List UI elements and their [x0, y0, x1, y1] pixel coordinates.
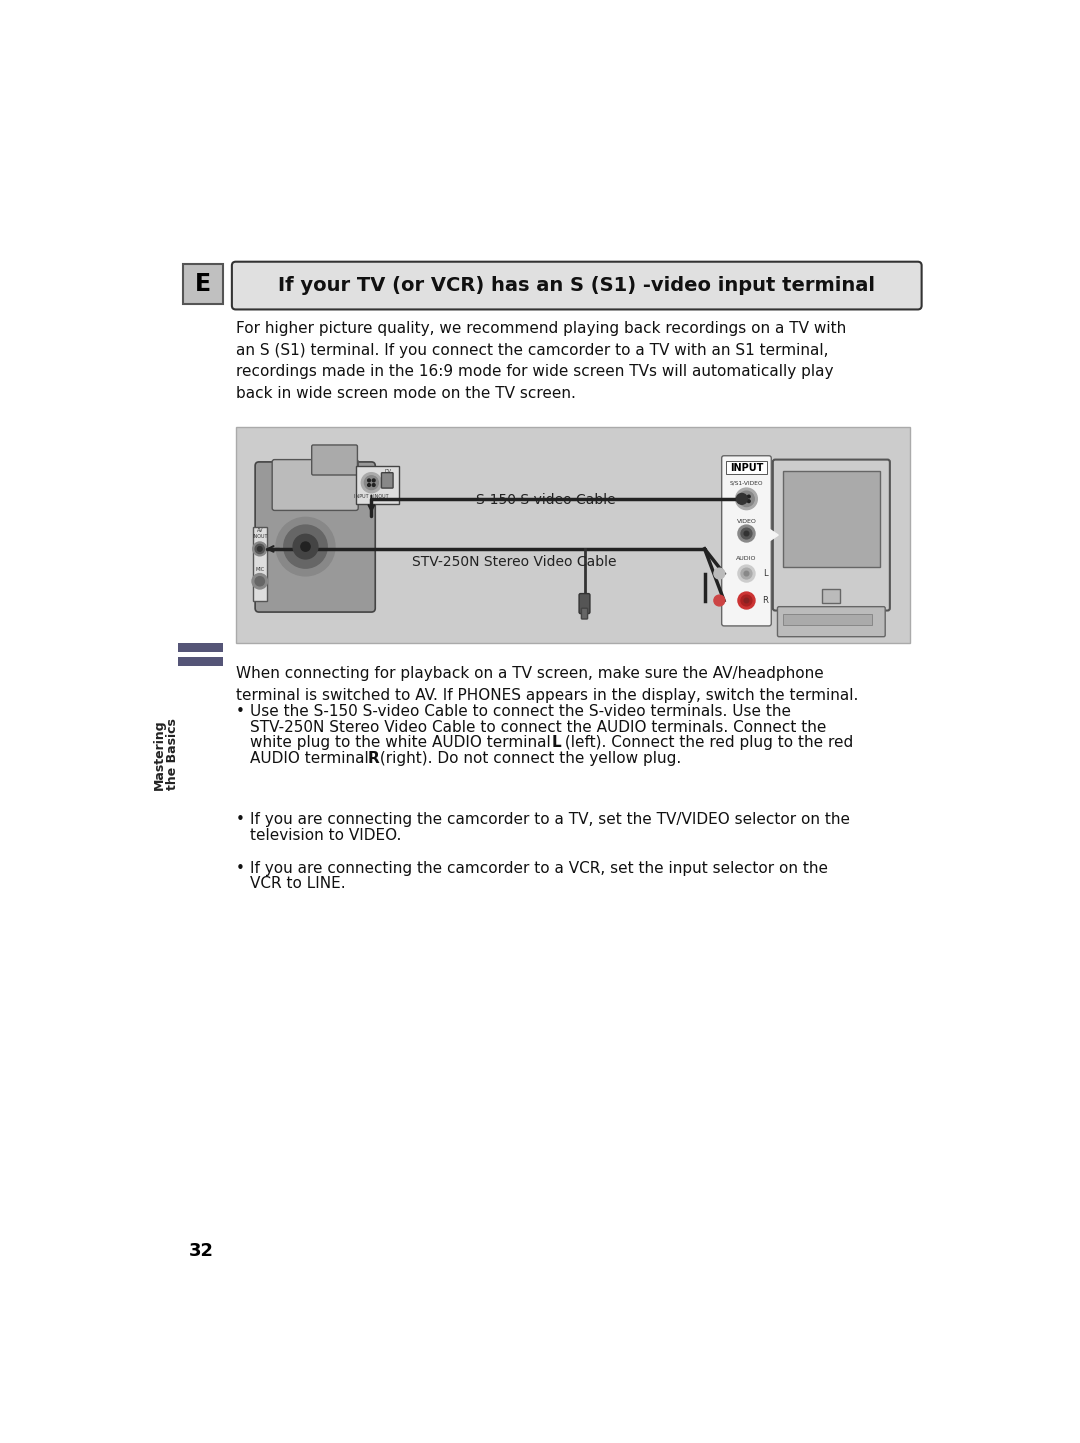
Circle shape [743, 499, 745, 502]
Text: For higher picture quality, we recommend playing back recordings on a TV with
an: For higher picture quality, we recommend… [235, 320, 846, 401]
Circle shape [744, 571, 748, 576]
Text: R: R [762, 596, 768, 605]
Circle shape [255, 544, 265, 554]
Circle shape [741, 528, 752, 538]
Circle shape [714, 569, 725, 579]
Text: •: • [235, 704, 245, 720]
Circle shape [257, 547, 262, 551]
Circle shape [252, 573, 268, 589]
Circle shape [744, 599, 748, 603]
Circle shape [373, 479, 375, 482]
Circle shape [367, 479, 370, 482]
FancyBboxPatch shape [727, 462, 767, 475]
Text: E: E [195, 273, 212, 296]
FancyBboxPatch shape [232, 261, 921, 309]
Circle shape [738, 566, 755, 582]
Circle shape [741, 595, 752, 606]
Circle shape [276, 518, 335, 576]
Circle shape [253, 543, 267, 556]
Circle shape [362, 473, 381, 492]
FancyBboxPatch shape [778, 606, 886, 636]
Circle shape [738, 592, 755, 609]
Text: If your TV (or VCR) has an S (S1) -video input terminal: If your TV (or VCR) has an S (S1) -video… [279, 276, 875, 294]
Circle shape [741, 569, 752, 579]
Bar [183, 264, 224, 304]
Text: AUDIO terminal: AUDIO terminal [249, 750, 374, 766]
Text: 32: 32 [189, 1242, 214, 1260]
Text: S/S1-VIDEO: S/S1-VIDEO [730, 481, 764, 486]
Circle shape [737, 494, 747, 504]
Text: MIC: MIC [255, 567, 265, 573]
FancyBboxPatch shape [381, 473, 393, 488]
Text: VCR to LINE.: VCR to LINE. [249, 876, 346, 892]
Text: STV-250N Stereo Video Cable: STV-250N Stereo Video Cable [413, 556, 617, 569]
Text: If you are connecting the camcorder to a TV, set the TV/VIDEO selector on the: If you are connecting the camcorder to a… [249, 812, 850, 827]
FancyBboxPatch shape [581, 608, 588, 619]
FancyBboxPatch shape [253, 527, 267, 600]
Text: L: L [762, 569, 768, 579]
Circle shape [364, 476, 378, 489]
Text: VIDEO: VIDEO [737, 518, 756, 524]
Circle shape [747, 499, 751, 502]
Circle shape [714, 595, 725, 606]
FancyBboxPatch shape [822, 589, 840, 603]
Circle shape [744, 531, 748, 535]
FancyBboxPatch shape [721, 456, 771, 626]
Text: Use the S-150 S-video Cable to connect the S-video terminals. Use the: Use the S-150 S-video Cable to connect t… [249, 704, 791, 720]
FancyBboxPatch shape [356, 466, 399, 504]
Text: DV: DV [384, 469, 391, 473]
FancyBboxPatch shape [773, 460, 890, 610]
Circle shape [735, 488, 757, 509]
FancyBboxPatch shape [255, 462, 375, 612]
Text: If you are connecting the camcorder to a VCR, set the input selector on the: If you are connecting the camcorder to a… [249, 861, 827, 876]
Text: AUDIO: AUDIO [737, 556, 757, 561]
Text: •: • [235, 812, 245, 827]
Bar [178, 657, 222, 667]
Text: S-150 S-video Cable: S-150 S-video Cable [476, 494, 616, 508]
Circle shape [739, 491, 754, 506]
Text: television to VIDEO.: television to VIDEO. [249, 828, 401, 843]
Circle shape [373, 483, 375, 486]
Text: (left). Connect the red plug to the red: (left). Connect the red plug to the red [559, 736, 853, 750]
Text: white plug to the white AUDIO terminal: white plug to the white AUDIO terminal [249, 736, 555, 750]
Polygon shape [769, 530, 779, 541]
Text: •: • [235, 861, 245, 876]
Circle shape [255, 577, 265, 586]
Text: Mastering: Mastering [153, 719, 166, 789]
FancyBboxPatch shape [783, 472, 880, 567]
Circle shape [293, 534, 318, 558]
FancyBboxPatch shape [312, 444, 357, 475]
Bar [235, 427, 910, 644]
Circle shape [738, 525, 755, 543]
Circle shape [747, 495, 751, 498]
FancyBboxPatch shape [272, 460, 359, 511]
Bar [178, 644, 222, 652]
Circle shape [367, 483, 370, 486]
Text: STV-250N Stereo Video Cable to connect the AUDIO terminals. Connect the: STV-250N Stereo Video Cable to connect t… [249, 720, 826, 734]
Text: L: L [552, 736, 562, 750]
Text: the Basics: the Basics [165, 719, 178, 791]
Circle shape [284, 525, 327, 569]
FancyBboxPatch shape [579, 593, 590, 613]
Text: AV
INOUT: AV INOUT [252, 528, 268, 538]
Text: INPUT: INPUT [730, 463, 764, 473]
Circle shape [301, 543, 310, 551]
Text: When connecting for playback on a TV screen, make sure the AV/headphone
terminal: When connecting for playback on a TV scr… [235, 667, 859, 703]
Text: (right). Do not connect the yellow plug.: (right). Do not connect the yellow plug. [375, 750, 681, 766]
Text: R: R [367, 750, 379, 766]
FancyBboxPatch shape [783, 615, 872, 625]
Text: INPUT   INOUT: INPUT INOUT [354, 494, 389, 499]
Circle shape [743, 495, 745, 498]
